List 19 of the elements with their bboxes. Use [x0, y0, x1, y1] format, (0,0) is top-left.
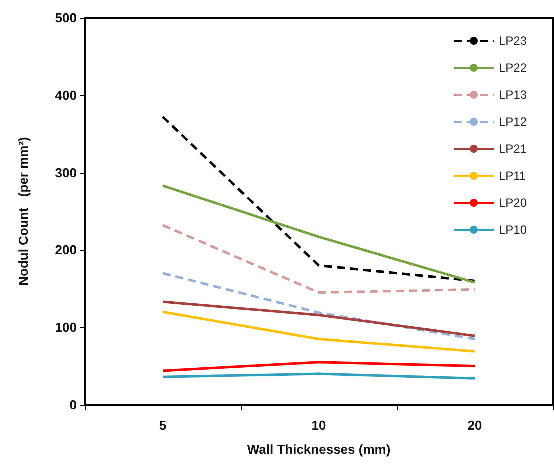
y-axis-title: Nodul Count (per mm²)	[16, 137, 31, 286]
legend-label: LP23	[498, 34, 528, 48]
y-tick-label: 0	[70, 398, 77, 412]
legend-label: LP13	[498, 88, 528, 102]
legend-label: LP12	[498, 115, 528, 129]
legend-label: LP10	[498, 223, 528, 237]
y-tick-label: 400	[55, 88, 77, 103]
x-tick-label: 5	[159, 418, 167, 433]
y-tick-label: 200	[55, 242, 77, 258]
x-axis-title: Wall Thicknesses (mm)	[247, 442, 391, 457]
legend-label: LP11	[498, 169, 526, 183]
y-tick-label: 500	[55, 10, 77, 26]
legend-label: LP20	[498, 196, 528, 210]
legend-label: LP21	[498, 142, 528, 156]
y-tick-label: 100	[55, 320, 77, 336]
x-tick-label: 10	[312, 418, 326, 433]
x-tick-label: 20	[468, 418, 482, 433]
legend-label: LP22	[498, 61, 528, 75]
y-tick-label: 300	[55, 165, 77, 180]
